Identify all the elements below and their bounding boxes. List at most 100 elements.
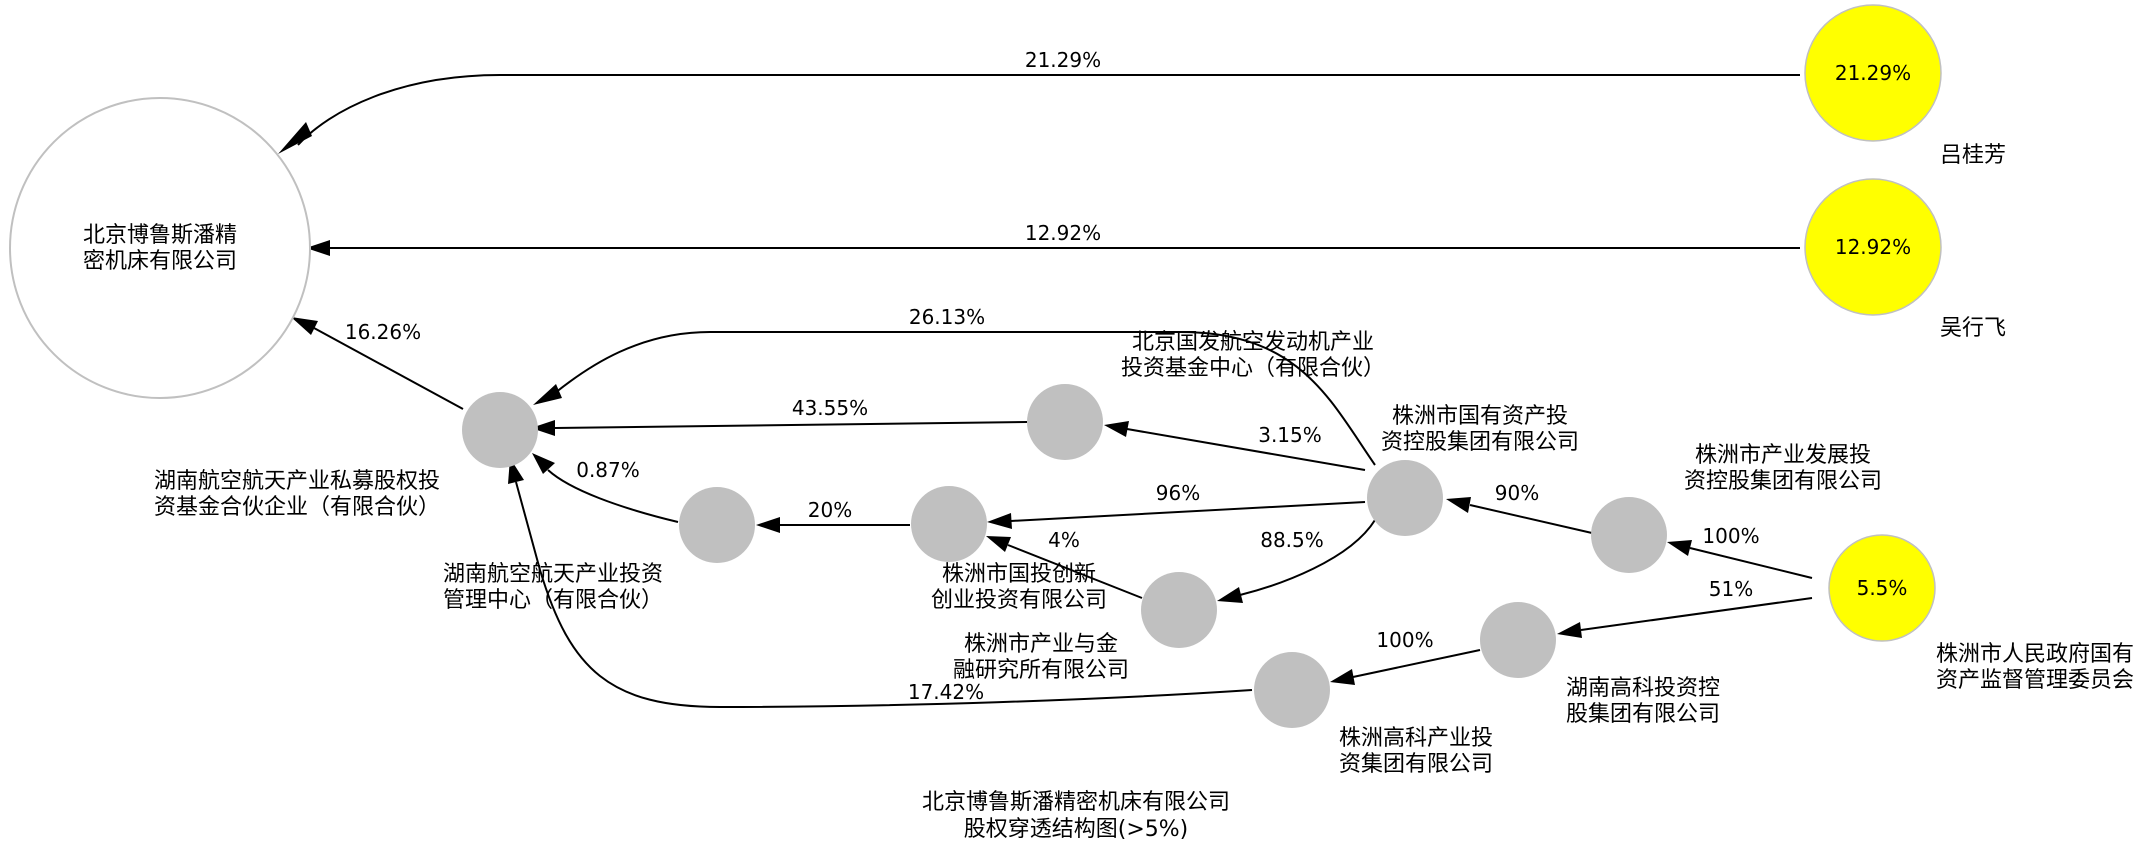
edge-label: 51%: [1709, 577, 1753, 601]
node-hunan-mgmt[interactable]: 湖南航空航天产业投资 管理中心（有限合伙）: [443, 487, 755, 613]
edge-label: 100%: [1702, 524, 1759, 548]
edge-line: [1469, 504, 1593, 534]
edge-label: 4%: [1048, 528, 1080, 552]
edge-label: 90%: [1495, 481, 1539, 505]
arrowhead: [306, 240, 330, 256]
company-circle: [1591, 497, 1667, 573]
company-circle: [1141, 572, 1217, 648]
company-circle: [1480, 602, 1556, 678]
edge-line: [1007, 544, 1143, 599]
arrowhead: [1446, 497, 1471, 513]
edge-label: 26.13%: [909, 305, 985, 329]
node-beijing-guofa[interactable]: 北京国发航空发动机产业 投资基金中心（有限合伙）: [1027, 330, 1385, 460]
edge-line: [1352, 649, 1481, 678]
edge-label: 20%: [808, 498, 852, 522]
shareholder-circle: [1828, 534, 1936, 642]
company-name: 资控股集团有限公司: [1381, 430, 1579, 455]
arrowhead: [278, 122, 312, 154]
edge-line: [1010, 501, 1366, 522]
company-name: 投资基金中心（有限合伙）: [1121, 356, 1385, 381]
company-name: 资控股集团有限公司: [1684, 469, 1882, 494]
company-name: 株洲市国投创新: [942, 562, 1096, 587]
edge-label: 21.29%: [1025, 48, 1101, 72]
arrowhead: [756, 517, 780, 533]
shareholder-name: 株洲市人民政府国有: [1936, 642, 2134, 667]
company-name: 湖南高科投资控: [1566, 676, 1720, 701]
company-name: 管理中心（有限合伙）: [443, 588, 663, 613]
edge-line: [554, 421, 1028, 429]
edge-label: 3.15%: [1258, 423, 1322, 447]
arrowhead: [531, 420, 555, 436]
edge-line: [547, 469, 679, 523]
edge-label: 12.92%: [1025, 221, 1101, 245]
holding-percent: 21.29%: [1835, 61, 1911, 85]
node-zhuzhou-fin[interactable]: 株洲市产业与金 融研究所有限公司: [953, 572, 1217, 683]
edge-label: 43.55%: [792, 396, 868, 420]
company-name: 湖南航空航天产业私募股权投: [154, 469, 440, 494]
edge-line: [1126, 428, 1366, 471]
diagram-title: 北京博鲁斯潘精密机床有限公司 股权穿透结构图(>5%): [922, 790, 1230, 842]
nodes: 北京博鲁斯潘精 密机床有限公司 21.29% 吕桂芳 12.92% 吴行飞 5.…: [9, 4, 2134, 777]
company-circle: [1254, 652, 1330, 728]
company-name: 融研究所有限公司: [953, 658, 1129, 683]
company-circle: [1027, 384, 1103, 460]
shareholder-name: 资产监督管理委员会: [1936, 668, 2134, 693]
shareholder-name: 吕桂芳: [1940, 143, 2006, 168]
node-wu-xingfei[interactable]: 12.92% 吴行飞: [1804, 178, 2006, 341]
company-name: 资基金合伙企业（有限合伙）: [154, 495, 440, 520]
arrowhead: [1104, 421, 1129, 437]
edge-line: [1580, 597, 1813, 631]
edge-line: [554, 331, 1376, 466]
arrowhead: [1557, 622, 1582, 638]
holding-percent: 12.92%: [1835, 235, 1911, 259]
company-name: 株洲市产业与金: [964, 632, 1118, 657]
company-name: 株洲市国有资产投: [1392, 404, 1568, 429]
holding-percent: 5.5%: [1857, 576, 1908, 600]
target-circle: [9, 97, 311, 399]
edge-line: [1239, 519, 1376, 596]
node-hunan-fund[interactable]: 湖南航空航天产业私募股权投 资基金合伙企业（有限合伙）: [154, 392, 538, 520]
company-circle: [1367, 460, 1443, 536]
company-name: 北京国发航空发动机产业: [1132, 330, 1374, 355]
arrowhead: [986, 536, 1011, 552]
node-target-company[interactable]: 北京博鲁斯潘精 密机床有限公司: [9, 97, 311, 399]
arrowhead: [1330, 669, 1355, 685]
company-name: 资集团有限公司: [1339, 752, 1493, 777]
edges: 21.29% 12.92% 16.26% 26.13% 43.55% 0.87%…: [278, 48, 1813, 709]
edge-line: [297, 74, 1800, 146]
target-label: 北京博鲁斯潘精: [83, 223, 237, 248]
edge-line: [1689, 547, 1813, 579]
edge-line: [515, 481, 1253, 709]
node-zhuzhou-dev[interactable]: 株洲市产业发展投 资控股集团有限公司: [1591, 443, 1882, 573]
company-circle: [679, 487, 755, 563]
node-hunan-hitech[interactable]: 湖南高科投资控 股集团有限公司: [1480, 602, 1720, 727]
node-zhuzhou-gov[interactable]: 5.5% 株洲市人民政府国有 资产监督管理委员会: [1828, 534, 2134, 693]
edge-label: 100%: [1376, 628, 1433, 652]
edge-label: 88.5%: [1260, 528, 1324, 552]
arrowhead: [532, 453, 555, 474]
title-line: 股权穿透结构图(>5%): [964, 817, 1189, 842]
arrowhead: [1667, 540, 1692, 556]
title-line: 北京博鲁斯潘精密机床有限公司: [922, 790, 1230, 815]
company-circle: [462, 392, 538, 468]
node-zhuzhou-guoyou[interactable]: 株洲市国有资产投 资控股集团有限公司: [1367, 404, 1579, 536]
company-circle: [911, 486, 987, 562]
company-name: 湖南航空航天产业投资: [443, 562, 663, 587]
shareholder-name: 吴行飞: [1940, 316, 2006, 341]
edge-label: 0.87%: [576, 458, 640, 482]
company-name: 株洲市产业发展投: [1695, 443, 1871, 468]
node-zhuzhou-guotou[interactable]: 株洲市国投创新 创业投资有限公司: [911, 486, 1107, 613]
company-name: 创业投资有限公司: [931, 588, 1107, 613]
arrowhead: [987, 513, 1012, 529]
node-lv-guifang[interactable]: 21.29% 吕桂芳: [1804, 4, 2006, 168]
shareholder-circle: [1804, 178, 1942, 316]
edge-line: [313, 327, 464, 410]
edge-label: 16.26%: [345, 320, 421, 344]
edge-label: 96%: [1156, 481, 1200, 505]
company-name: 股集团有限公司: [1566, 702, 1720, 727]
node-zhuzhou-hitech[interactable]: 株洲高科产业投 资集团有限公司: [1254, 652, 1493, 777]
arrowhead: [1217, 587, 1243, 603]
company-name: 株洲高科产业投: [1339, 726, 1493, 751]
edge-label: 17.42%: [908, 680, 984, 704]
